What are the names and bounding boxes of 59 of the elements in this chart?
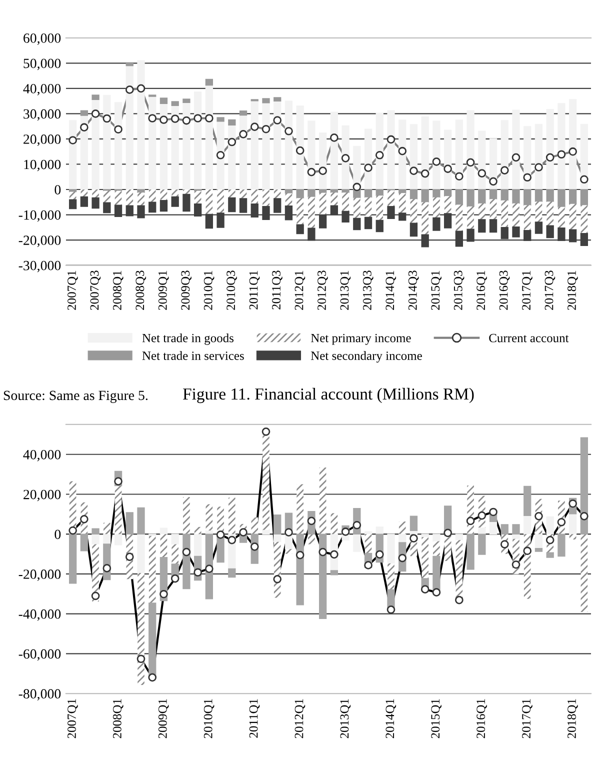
x-tick-label: 2008Q1 (112, 270, 124, 310)
y-tick-label: 0 (54, 530, 61, 540)
x-tick-label: 2010Q3 (226, 270, 237, 310)
y-tick-label: -60,000 (18, 649, 61, 661)
y-tick-label: 40,000 (23, 84, 61, 96)
x-tick-label: 2009Q1 (158, 270, 169, 310)
legend-label: Net trade in goods (142, 333, 234, 345)
x-tick-label: 2016Q1 (476, 699, 487, 738)
y-tick-label: 60,000 (24, 33, 61, 45)
x-tick-label: 2007Q1 (68, 270, 78, 310)
y-tick-label: -80,000 (18, 689, 61, 701)
y-tick-label: 20,000 (24, 134, 61, 146)
y-tick-label: -20,000 (18, 236, 61, 247)
y-tick-label: 40,000 (23, 450, 61, 462)
x-tick-label: 2010Q1 (204, 699, 214, 738)
x-tick-label: 2015Q1 (431, 270, 442, 310)
y-tick-label: 0 (54, 185, 61, 194)
y-tick-label: 10,000 (24, 160, 61, 172)
x-tick-label: 2014Q3 (408, 270, 419, 310)
x-tick-label: 2013Q1 (340, 270, 351, 310)
x-tick-label: 2016Q3 (499, 270, 510, 310)
legend-label: Current account (489, 334, 569, 342)
x-tick-label: 2007Q1 (68, 699, 78, 738)
x-tick-label: 2008Q3 (136, 270, 146, 310)
x-tick-label: 2013Q1 (340, 699, 351, 738)
legend-label: Net primary income (310, 334, 411, 345)
y-tick-label: 50,000 (24, 58, 61, 70)
x-tick-label: 2013Q3 (362, 270, 374, 310)
y-tick-label: 30,000 (24, 109, 61, 121)
x-tick-label: 2012Q3 (318, 270, 328, 310)
legend-label: Net secondary income (310, 351, 422, 363)
source-note: Source: Same as Figure 5. (4, 390, 148, 403)
x-tick-label: 2015Q1 (431, 699, 442, 738)
x-tick-label: 2015Q3 (454, 270, 464, 310)
x-tick-label: 2008Q1 (112, 699, 124, 738)
x-tick-label: 2011Q1 (249, 699, 260, 738)
x-tick-label: 2011Q3 (272, 270, 282, 310)
y-tick-label: -10,000 (18, 210, 61, 222)
x-tick-label: 2014Q1 (386, 270, 396, 310)
x-tick-label: 2018Q1 (568, 699, 578, 738)
x-tick-label: 2011Q1 (249, 270, 260, 310)
x-tick-label: 2007Q3 (90, 270, 101, 310)
legend-label: Net trade in services (142, 351, 244, 360)
y-tick-label: -20,000 (18, 570, 61, 581)
x-tick-label: 2016Q1 (476, 270, 487, 310)
x-tick-label: 2009Q3 (181, 270, 192, 310)
y-tick-label: -30,000 (18, 260, 61, 272)
x-tick-label: 2010Q1 (204, 270, 214, 310)
x-tick-label: 2012Q1 (294, 270, 306, 310)
x-tick-label: 2012Q1 (294, 699, 306, 738)
x-tick-label: 2017Q1 (522, 270, 532, 310)
chart-title: Figure 11. Financial account (Millions RM) (183, 388, 474, 404)
x-tick-label: 2018Q1 (568, 270, 578, 310)
y-tick-label: 20,000 (24, 490, 61, 502)
x-tick-label: 2009Q1 (158, 699, 169, 738)
x-tick-label: 2014Q1 (386, 699, 396, 738)
x-tick-label: 2017Q3 (544, 270, 556, 310)
y-tick-label: -40,000 (18, 609, 61, 621)
x-tick-label: 2017Q1 (522, 699, 532, 738)
